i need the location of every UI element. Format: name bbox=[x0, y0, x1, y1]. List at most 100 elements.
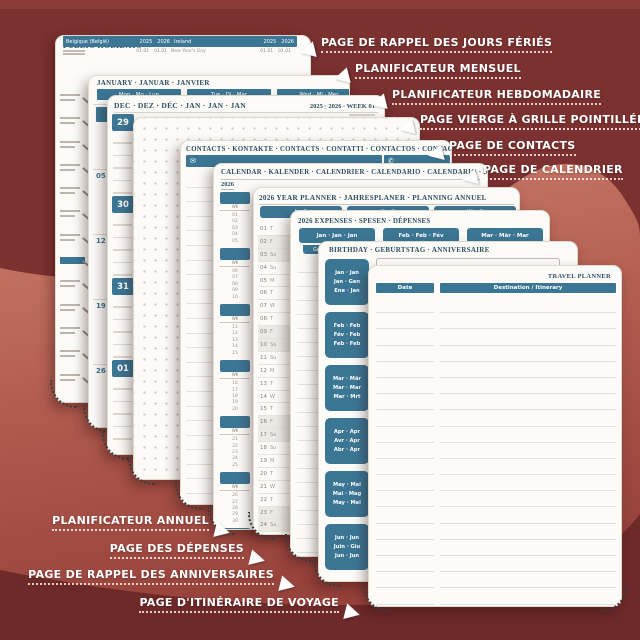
row-line bbox=[440, 459, 616, 476]
row-line bbox=[440, 491, 616, 508]
callout-label: PAGE VIERGE À GRILLE POINTILLÉE bbox=[420, 113, 640, 130]
week-badge bbox=[220, 248, 250, 261]
arrow-right-icon bbox=[278, 575, 297, 595]
day-number: 15 bbox=[260, 406, 267, 413]
row-line bbox=[440, 378, 616, 395]
day-number: 08 bbox=[260, 316, 267, 323]
row-line bbox=[113, 343, 132, 345]
subtitle-underline bbox=[349, 114, 375, 116]
weekday-letter: T bbox=[270, 470, 274, 477]
page-title: CONTACTS · KONTAKTE · CONTACTS · CONTATT… bbox=[186, 146, 452, 153]
row-line bbox=[376, 394, 434, 411]
row-line bbox=[376, 572, 434, 589]
weekday-letter: Su bbox=[270, 445, 277, 452]
month-label: Jan · Gen bbox=[333, 279, 361, 285]
country-name: Belgique (België) bbox=[66, 38, 109, 45]
holiday-entry bbox=[60, 277, 110, 300]
row-line bbox=[376, 507, 434, 524]
row-line bbox=[113, 400, 132, 402]
row-line bbox=[440, 346, 616, 362]
callout-label: PAGE DE RAPPEL DES JOURS FÉRIÉS bbox=[321, 36, 553, 53]
callout-holidays-page: PAGE DE RAPPEL DES JOURS FÉRIÉS bbox=[298, 36, 553, 61]
day-number: 06 bbox=[260, 290, 267, 297]
holiday-entry bbox=[60, 347, 110, 370]
callout-travel-page: PAGE D'ITINÉRAIRE DE VOYAGE bbox=[139, 596, 362, 623]
row-line bbox=[113, 331, 132, 333]
weekday-letter: T bbox=[270, 225, 274, 232]
day-slot: 29 bbox=[112, 114, 134, 196]
row-line bbox=[376, 556, 434, 573]
callout-birthday-page: PAGE DE RAPPEL DES ANNIVERSAIRES bbox=[28, 568, 297, 595]
row-line bbox=[113, 413, 132, 415]
week-badge bbox=[220, 304, 250, 317]
row-line bbox=[376, 378, 434, 395]
monday-date: 05 bbox=[96, 172, 106, 180]
weekday-letter: T bbox=[270, 316, 274, 323]
month-label: Feb · Feb bbox=[333, 323, 361, 329]
holiday-name-lines bbox=[63, 49, 85, 56]
month-block: Feb · Feb Fév · Feb Feb · Feb bbox=[325, 312, 369, 358]
day-number: 04 bbox=[260, 264, 267, 271]
page-title: DEC · DEZ · DÉC · JAN · JAN · JAN bbox=[114, 101, 246, 110]
calendar-week-group: WK 11 12 13 14 15 bbox=[220, 304, 254, 357]
weekday-letter: T bbox=[270, 380, 274, 387]
row-line bbox=[376, 524, 434, 540]
callout-label: PLANIFICATEUR ANNUEL bbox=[52, 514, 209, 531]
arrow-left-icon bbox=[332, 67, 351, 87]
callout-calendar-page: PAGE DE CALENDRIER bbox=[460, 163, 623, 188]
calendar-week-group: WK 06 07 08 09 10 bbox=[220, 248, 254, 301]
callout-label: PAGE DE CONTACTS bbox=[449, 139, 576, 156]
day-number: 05 bbox=[260, 277, 267, 284]
weekday-letter: T bbox=[270, 496, 274, 503]
arrow-left-icon bbox=[426, 144, 445, 164]
calendar-week-group: WK 21 22 23 24 25 bbox=[220, 416, 254, 469]
day-slot: 30 bbox=[112, 196, 134, 278]
row-line bbox=[376, 329, 434, 346]
month-label: Feb · Feb bbox=[333, 341, 361, 347]
month-label: Juin · Giu bbox=[333, 544, 361, 550]
weekday-letter: Su bbox=[270, 264, 277, 271]
arrow-left-icon bbox=[397, 118, 416, 138]
holiday-entry bbox=[60, 207, 110, 230]
month-tab: Mar · Mär · Mar bbox=[467, 228, 543, 243]
callout-dotted-grid: PAGE VIERGE À GRILLE POINTILLÉE bbox=[397, 113, 640, 138]
callout-label: PAGE DE CALENDRIER bbox=[483, 163, 623, 180]
month-label: Mar · Mar bbox=[332, 385, 362, 391]
row-line bbox=[440, 572, 616, 589]
page-surface: TRAVEL PLANNER Date Destination / Itiner… bbox=[368, 265, 622, 607]
page-title: 2026 YEAR PLANNER · JAHRESPLANER · PLANN… bbox=[259, 194, 487, 202]
callout-year-planner: PLANIFICATEUR ANNUEL bbox=[52, 514, 232, 541]
holiday-table-header-left: Belgique (België) 2025 2026 bbox=[63, 36, 173, 47]
weekday-letter: Sa bbox=[270, 341, 277, 348]
row-line bbox=[440, 329, 616, 346]
callout-label: PLANIFICATEUR HEBDOMADAIRE bbox=[392, 88, 602, 105]
holiday-entry bbox=[60, 138, 110, 161]
row-line bbox=[113, 249, 132, 251]
month-label: Apr · Apr bbox=[333, 429, 361, 435]
monday-date: 26 bbox=[96, 367, 106, 375]
weekday-header-row: Mon · Mo · Lun Tue · Di · Mar Wed · Mi · M… bbox=[97, 89, 349, 100]
weekday-header: Tue · Di · Mar bbox=[187, 89, 271, 100]
day-number: 19 bbox=[260, 457, 267, 464]
month-block: May · Mai Mai · Mag May · Mei bbox=[325, 471, 369, 517]
page-title: 2026 EXPENSES · SPESEN · DÉPENSES bbox=[298, 218, 431, 225]
row-line bbox=[113, 306, 132, 308]
weekday-letter: Sa bbox=[270, 251, 277, 258]
row-line bbox=[440, 524, 616, 540]
row-line bbox=[376, 297, 434, 314]
row-line bbox=[440, 443, 616, 459]
day-number: 10 bbox=[260, 341, 267, 348]
row-line bbox=[113, 236, 132, 238]
month-tabs: Jan · Jan · Jan Feb · Feb · Fév Mar · Mär … bbox=[299, 228, 543, 243]
day-number: 16 bbox=[260, 419, 267, 426]
month-label: Jan · Jan bbox=[335, 270, 359, 276]
day-number-stack: 16 17 18 19 20 bbox=[232, 381, 238, 412]
row-line bbox=[440, 475, 616, 492]
day-lines bbox=[112, 142, 134, 194]
day-number-stack: 21 22 23 24 25 bbox=[232, 437, 238, 468]
holiday-list-strip bbox=[60, 91, 110, 394]
day-slot: 31 bbox=[112, 278, 134, 360]
arrow-left-icon bbox=[369, 93, 388, 113]
day-number-stack: 06 07 08 09 10 bbox=[232, 269, 238, 300]
